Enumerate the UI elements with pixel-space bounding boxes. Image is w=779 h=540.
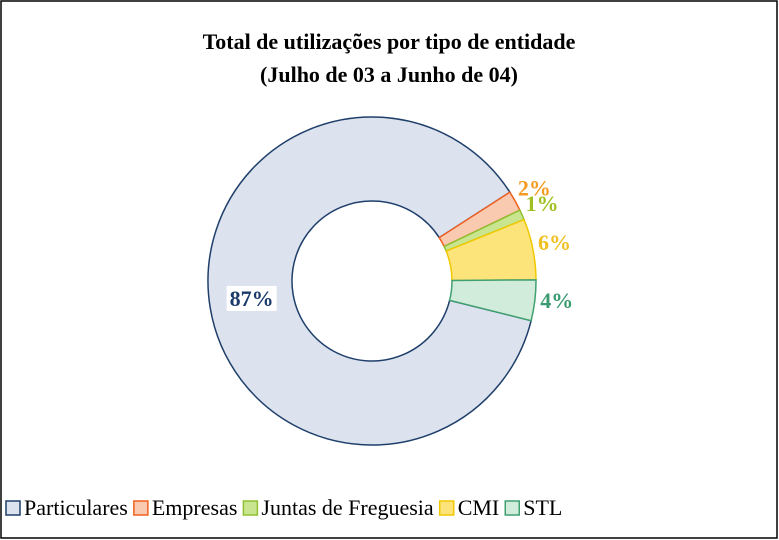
legend-swatch	[438, 500, 455, 516]
legend-swatch	[242, 500, 259, 516]
chart-subtitle: (Julho de 03 a Junho de 04)	[260, 62, 518, 87]
legend-swatch	[5, 500, 21, 516]
data-label: 2%	[518, 175, 551, 200]
legend-label: Juntas de Freguesia	[261, 495, 434, 520]
data-label: 1%	[526, 191, 559, 216]
legend-swatch	[504, 500, 520, 516]
data-label: 4%	[540, 288, 573, 313]
legend-label: Empresas	[152, 495, 238, 520]
donut-slice	[207, 116, 533, 446]
legend-label: STL	[523, 495, 562, 520]
data-label: 6%	[538, 230, 571, 255]
data-label-bg	[226, 285, 277, 311]
legend-label: CMI	[458, 495, 500, 520]
legend-swatch	[133, 500, 149, 516]
data-label: 87%	[230, 286, 274, 311]
donut-slice	[448, 279, 537, 322]
legend-label: Particulares	[24, 495, 128, 520]
chart-title: Total de utilizações por tipo de entidad…	[203, 29, 576, 54]
